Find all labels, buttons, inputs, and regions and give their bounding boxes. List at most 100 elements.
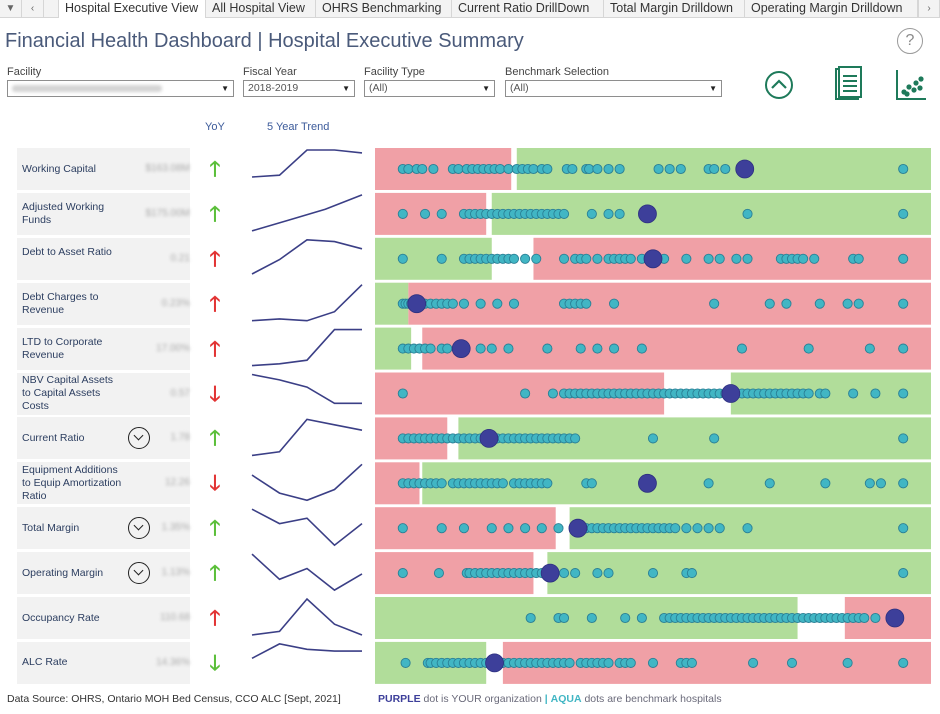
benchmark-dot bbox=[898, 253, 909, 264]
benchmark-dot bbox=[736, 343, 748, 354]
trend-sparkline bbox=[251, 149, 363, 178]
fiscal-year-value: 2018-2019 bbox=[248, 82, 299, 94]
benchmark-dot bbox=[603, 657, 614, 668]
red-zone bbox=[422, 327, 931, 370]
benchmark-dot bbox=[653, 163, 664, 175]
facility-type-select[interactable]: (All) ▼ bbox=[364, 80, 495, 97]
fiscal-year-label: Fiscal Year bbox=[243, 66, 297, 78]
trend-sparkline bbox=[251, 597, 363, 636]
benchmark-label: Benchmark Selection bbox=[505, 66, 609, 78]
metric-label: Current Ratio bbox=[22, 431, 85, 444]
benchmark-dot bbox=[458, 298, 470, 309]
benchmark-dot bbox=[636, 612, 647, 624]
metric-value: $163.08M bbox=[145, 163, 190, 174]
your-organization-dot bbox=[735, 159, 755, 179]
report-document-icon[interactable] bbox=[833, 66, 863, 102]
benchmark-dot bbox=[520, 388, 531, 399]
expand-chevron-icon[interactable] bbox=[128, 427, 150, 450]
chevron-down-icon: ▼ bbox=[342, 84, 350, 93]
benchmark-dot bbox=[664, 163, 675, 175]
benchmark-dot bbox=[809, 253, 820, 264]
facility-select[interactable]: ▼ bbox=[7, 80, 234, 97]
benchmark-dot bbox=[898, 163, 909, 175]
fiscal-year-select[interactable]: 2018-2019 ▼ bbox=[243, 80, 355, 97]
trend-sparkline bbox=[251, 463, 363, 502]
benchmark-dot bbox=[542, 478, 553, 489]
benchmark-dot bbox=[714, 253, 725, 264]
tab-all-hospital-view[interactable]: All Hospital View bbox=[206, 0, 316, 18]
benchmark-dot bbox=[764, 478, 775, 489]
benchmark-dot bbox=[820, 388, 831, 399]
benchmark-dot bbox=[870, 388, 881, 399]
metric-row bbox=[17, 148, 190, 190]
data-source-note: Data Source: OHRS, Ontario MOH Bed Censu… bbox=[7, 693, 341, 705]
facility-type-value: (All) bbox=[369, 82, 388, 94]
tab-current-ratio-drilldown[interactable]: Current Ratio DrillDown bbox=[452, 0, 604, 18]
trend-sparkline bbox=[251, 238, 363, 275]
benchmark-dot bbox=[581, 298, 592, 309]
scatter-chart-icon[interactable] bbox=[894, 68, 928, 102]
benchmark-dot bbox=[864, 343, 875, 354]
benchmark-dot bbox=[586, 208, 597, 219]
benchmark-dot bbox=[864, 478, 875, 489]
benchmark-dot bbox=[859, 612, 870, 624]
benchmark-dot bbox=[581, 253, 592, 264]
benchmark-dot bbox=[397, 568, 408, 579]
benchmark-select[interactable]: (All) ▼ bbox=[505, 80, 722, 97]
tab-total-margin-drilldown[interactable]: Total Margin Drilldown bbox=[604, 0, 745, 18]
your-organization-dot bbox=[540, 563, 560, 583]
benchmark-dot bbox=[614, 163, 625, 175]
metric-value: 12.26 bbox=[164, 477, 190, 489]
page-title: Financial Health Dashboard | Hospital Ex… bbox=[5, 30, 524, 52]
tab-menu-dropdown-icon[interactable]: ▼ bbox=[0, 0, 22, 18]
arrow-up-icon: 🡑 bbox=[209, 202, 221, 226]
arrow-up-icon: 🡑 bbox=[209, 158, 221, 181]
benchmark-dot bbox=[433, 568, 444, 579]
your-organization-dot bbox=[407, 294, 427, 314]
benchmark-dot bbox=[397, 388, 408, 399]
tab-hospital-executive-view[interactable]: Hospital Executive View bbox=[58, 0, 206, 18]
benchmark-dot bbox=[417, 163, 428, 175]
metric-label: Equipment Additions to Equip Amortizatio… bbox=[22, 463, 122, 502]
arrow-up-icon: 🡑 bbox=[209, 607, 221, 630]
benchmark-dot bbox=[503, 523, 514, 534]
benchmark-dot bbox=[425, 343, 436, 354]
tab-scroll-left-icon[interactable]: ‹ bbox=[22, 0, 44, 18]
help-icon[interactable]: ? bbox=[897, 28, 923, 54]
benchmark-dot bbox=[870, 612, 881, 624]
benchmark-dot bbox=[709, 433, 720, 444]
metric-label: Total Margin bbox=[22, 521, 80, 534]
metric-value: 110.68 bbox=[160, 612, 190, 623]
benchmark-dot bbox=[397, 253, 408, 264]
benchmark-dot bbox=[670, 523, 681, 534]
trend-sparkline bbox=[251, 418, 363, 457]
benchmark-dot bbox=[814, 298, 825, 309]
benchmark-dot bbox=[898, 343, 909, 354]
benchmark-dot bbox=[620, 612, 631, 624]
benchmark-dot bbox=[636, 343, 647, 354]
benchmark-dot bbox=[703, 478, 714, 489]
benchmark-dot bbox=[609, 343, 620, 354]
benchmark-dot bbox=[898, 657, 909, 668]
metric-value: $175.00M bbox=[145, 207, 190, 219]
benchmark-dot bbox=[709, 298, 720, 309]
benchmark-dot bbox=[584, 163, 595, 175]
tab-operating-margin-drilldown[interactable]: Operating Margin Drilldown bbox=[745, 0, 918, 18]
benchmark-dot bbox=[742, 208, 753, 219]
benchmark-dot bbox=[781, 298, 792, 309]
benchmark-dot bbox=[686, 657, 697, 668]
metric-row bbox=[17, 237, 190, 280]
your-organization-dot bbox=[568, 518, 588, 538]
chevron-up-circle-icon[interactable] bbox=[764, 70, 794, 100]
expand-chevron-icon[interactable] bbox=[128, 562, 150, 585]
expand-chevron-icon[interactable] bbox=[128, 517, 150, 540]
benchmark-dot bbox=[764, 298, 775, 309]
tab-ohrs-benchmarking[interactable]: OHRS Benchmarking bbox=[316, 0, 452, 18]
benchmark-dot bbox=[575, 343, 586, 354]
arrow-up-icon: 🡑 bbox=[209, 562, 221, 586]
metric-label: ALC Rate bbox=[22, 656, 68, 669]
benchmark-dot bbox=[397, 208, 408, 219]
trend-sparkline bbox=[251, 194, 363, 232]
arrow-down-icon: 🡓 bbox=[209, 651, 221, 675]
